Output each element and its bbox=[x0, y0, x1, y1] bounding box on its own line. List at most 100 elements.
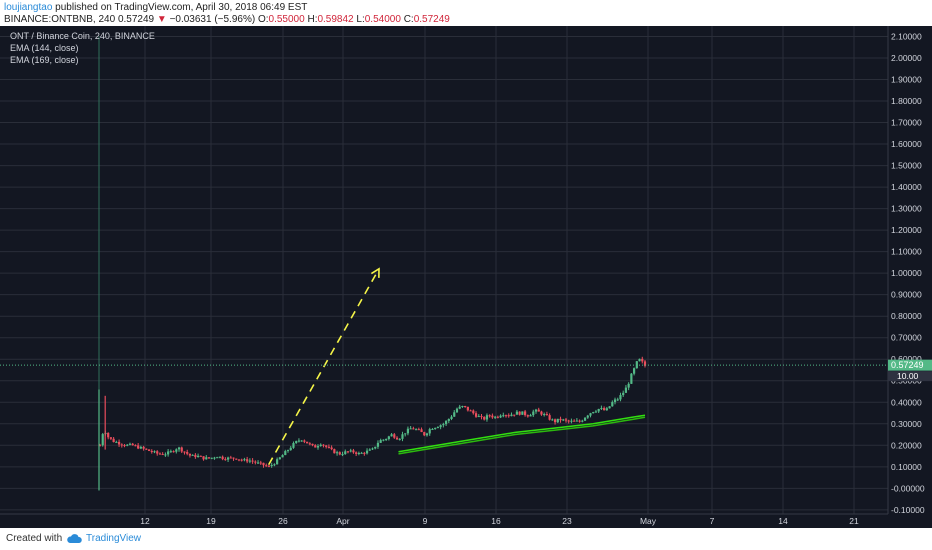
y-tick-label: 1.30000 bbox=[891, 204, 922, 214]
candle-body bbox=[474, 413, 478, 417]
x-tick-label: 16 bbox=[491, 516, 501, 526]
candle-body bbox=[600, 408, 603, 410]
close-label: C: bbox=[403, 14, 414, 25]
low-label: L: bbox=[356, 14, 365, 25]
candle-body bbox=[406, 428, 410, 434]
candle-body bbox=[265, 465, 268, 467]
candle-body bbox=[488, 415, 491, 417]
candle-body bbox=[425, 433, 429, 436]
y-tick-label: 1.50000 bbox=[891, 161, 922, 171]
candle-body bbox=[188, 453, 192, 456]
x-tick-label: 7 bbox=[710, 516, 715, 526]
candle-body bbox=[398, 438, 401, 440]
candle-body bbox=[417, 429, 420, 431]
y-tick-label: 1.00000 bbox=[891, 268, 922, 278]
candle-body bbox=[578, 420, 581, 422]
y-tick-label: 1.40000 bbox=[891, 182, 922, 192]
x-tick-label: May bbox=[640, 516, 657, 526]
candle-body bbox=[306, 441, 309, 444]
candle-body bbox=[327, 446, 330, 448]
candle-body bbox=[120, 444, 123, 446]
candle-body bbox=[197, 455, 200, 458]
candle-body bbox=[289, 447, 292, 451]
x-tick-label: 9 bbox=[423, 516, 428, 526]
candle-body bbox=[616, 399, 619, 401]
candle-body bbox=[553, 419, 557, 423]
candle-body bbox=[183, 451, 186, 453]
candle-body bbox=[134, 445, 137, 447]
ohlc-line: BINANCE:ONTBNB, 240 0.57249 ▼ −0.03631 (… bbox=[4, 14, 450, 25]
legend-ema-169[interactable]: EMA (169, close) bbox=[10, 55, 79, 65]
x-axis[interactable]: 12 19 26 Apr 9 16 23 May 7 14 21 bbox=[140, 516, 859, 526]
candle-body bbox=[477, 416, 480, 418]
candle-body bbox=[128, 443, 132, 445]
candle-body bbox=[349, 450, 352, 452]
ema-144-line bbox=[398, 414, 646, 453]
y-axis[interactable]: 2.10000 2.00000 1.90000 1.80000 1.70000 1.600… bbox=[891, 31, 925, 514]
y-tick-label: -0.10000 bbox=[891, 505, 925, 515]
publish-line: loujiangtao published on TradingView.com… bbox=[4, 2, 307, 13]
footer: Created with TradingView bbox=[0, 528, 932, 550]
candle-body bbox=[101, 434, 104, 446]
tradingview-link[interactable]: TradingView bbox=[86, 533, 142, 544]
candle-body bbox=[316, 446, 320, 448]
candle-body bbox=[524, 411, 527, 416]
candle-body bbox=[180, 447, 183, 452]
candle-body bbox=[589, 413, 592, 416]
candle-body bbox=[177, 447, 181, 450]
projection-arrow bbox=[267, 268, 380, 466]
candle-body bbox=[455, 408, 459, 413]
candle-body bbox=[564, 419, 568, 421]
candle-body bbox=[573, 420, 576, 422]
y-tick-label: 2.00000 bbox=[891, 53, 922, 63]
candle-body bbox=[464, 405, 467, 407]
candle-body bbox=[510, 414, 513, 417]
candle-body bbox=[420, 429, 423, 433]
candle-body bbox=[393, 434, 396, 438]
candle-body bbox=[218, 456, 221, 458]
candle-body bbox=[586, 415, 589, 418]
candle-body bbox=[213, 457, 216, 459]
y-tick-label: 2.10000 bbox=[891, 31, 922, 41]
candle-body bbox=[281, 455, 284, 458]
candle-body bbox=[409, 428, 412, 430]
price-chart[interactable]: 2.10000 2.00000 1.90000 1.80000 1.70000 1.600… bbox=[0, 26, 932, 528]
candle-body bbox=[436, 427, 439, 429]
candle-body bbox=[224, 459, 227, 461]
candle-body bbox=[594, 411, 598, 413]
candle-body bbox=[365, 450, 369, 454]
symbol-label: BINANCE:ONTBNB, 240 bbox=[4, 14, 116, 25]
candle-body bbox=[559, 418, 562, 421]
candle-body bbox=[303, 440, 306, 442]
candle-body bbox=[314, 445, 317, 448]
y-tick-label: 0.60000 bbox=[891, 354, 922, 364]
candle-body bbox=[357, 452, 360, 454]
candle-body bbox=[216, 457, 219, 459]
y-tick-label: 1.20000 bbox=[891, 225, 922, 235]
legend-ema-144[interactable]: EMA (144, close) bbox=[10, 43, 79, 53]
candle-body bbox=[360, 452, 363, 454]
candle-body bbox=[518, 411, 521, 415]
candle-body bbox=[526, 415, 529, 417]
candle-body bbox=[161, 454, 164, 456]
candle-body bbox=[267, 465, 271, 467]
candle-body bbox=[126, 444, 129, 446]
candle-body bbox=[442, 424, 445, 426]
candle-body bbox=[447, 418, 450, 421]
candle-body bbox=[256, 462, 260, 464]
candle-body bbox=[444, 420, 448, 425]
change-value: −0.03631 (−5.96%) bbox=[169, 14, 256, 25]
candle-body bbox=[461, 405, 464, 407]
candle-body bbox=[415, 429, 418, 431]
candle-body bbox=[458, 406, 461, 409]
candle-body bbox=[643, 361, 647, 366]
price-badge-text: 0.57249 bbox=[891, 360, 924, 370]
candle-body bbox=[243, 459, 246, 461]
candle-body bbox=[335, 452, 339, 454]
candle-body bbox=[390, 434, 393, 437]
candle-body bbox=[207, 457, 211, 459]
author-link[interactable]: loujiangtao bbox=[4, 2, 53, 13]
candle-body bbox=[597, 408, 600, 412]
candle-body bbox=[311, 443, 314, 446]
candle-body bbox=[115, 441, 118, 443]
